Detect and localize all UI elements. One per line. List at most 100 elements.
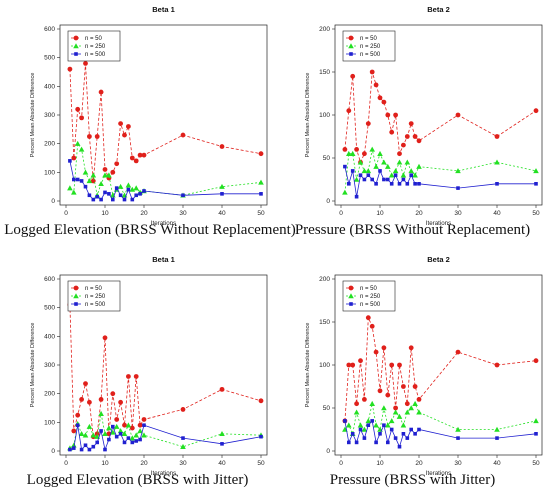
data-point-1 bbox=[98, 410, 104, 416]
data-point-0 bbox=[412, 134, 418, 139]
data-point-0 bbox=[94, 134, 100, 139]
x-tick-label: 20 bbox=[140, 210, 148, 217]
legend-marker bbox=[348, 43, 354, 49]
legend: n = 50 n = 250 n = 500 bbox=[342, 280, 396, 312]
data-point-0 bbox=[358, 358, 363, 364]
data-point-0 bbox=[385, 392, 391, 398]
data-point-2 bbox=[366, 423, 371, 427]
data-point-2 bbox=[374, 440, 378, 445]
data-point-1 bbox=[141, 432, 147, 438]
data-point-0 bbox=[369, 323, 375, 329]
y-tick-label: 50 bbox=[323, 155, 331, 162]
data-point-1 bbox=[416, 409, 422, 415]
data-point-1 bbox=[412, 172, 418, 178]
data-point-0 bbox=[365, 121, 371, 126]
data-point-0 bbox=[87, 134, 92, 139]
data-point-2 bbox=[134, 439, 138, 443]
data-point-2 bbox=[103, 190, 107, 195]
data-point-0 bbox=[125, 124, 131, 129]
data-point-0 bbox=[98, 397, 104, 402]
legend-label: n = 250 bbox=[360, 294, 381, 300]
data-point-1 bbox=[416, 163, 422, 169]
data-point-1 bbox=[102, 172, 108, 178]
data-point-1 bbox=[369, 146, 375, 152]
data-point-2 bbox=[389, 182, 394, 186]
data-point-2 bbox=[409, 427, 413, 432]
y-tick-label: 600 bbox=[44, 26, 55, 33]
y-tick-label: 150 bbox=[319, 69, 330, 76]
data-point-2 bbox=[87, 193, 92, 198]
data-point-2 bbox=[417, 182, 421, 186]
data-point-1 bbox=[353, 409, 360, 415]
data-point-2 bbox=[91, 444, 96, 449]
data-point-0 bbox=[75, 106, 81, 112]
legend-marker bbox=[348, 293, 354, 299]
data-point-0 bbox=[533, 108, 539, 114]
data-point-1 bbox=[137, 428, 143, 434]
x-tick-label: 0 bbox=[339, 460, 343, 467]
data-point-0 bbox=[350, 362, 356, 368]
y-tick-label: 50 bbox=[323, 405, 331, 412]
data-point-0 bbox=[408, 345, 414, 351]
x-tick-label: 40 bbox=[493, 210, 501, 217]
data-point-2 bbox=[343, 164, 347, 169]
data-point-1 bbox=[392, 168, 399, 174]
data-point-0 bbox=[137, 152, 143, 158]
data-point-2 bbox=[91, 197, 96, 202]
data-point-2 bbox=[343, 419, 347, 423]
y-axis-label: Percent Mean Absolute Difference bbox=[305, 73, 311, 158]
data-point-2 bbox=[354, 194, 359, 199]
data-point-0 bbox=[354, 147, 359, 152]
data-point-1 bbox=[117, 428, 124, 434]
chart-title: Beta 2 bbox=[427, 5, 450, 14]
data-point-0 bbox=[377, 388, 383, 394]
legend-marker bbox=[73, 293, 79, 299]
data-point-2 bbox=[75, 177, 80, 182]
data-point-0 bbox=[455, 349, 461, 355]
data-point-1 bbox=[86, 423, 93, 429]
data-point-0 bbox=[83, 61, 88, 66]
data-point-0 bbox=[141, 417, 147, 422]
data-point-0 bbox=[354, 401, 359, 407]
data-point-1 bbox=[533, 418, 539, 424]
legend-label: n = 500 bbox=[85, 302, 106, 308]
data-point-0 bbox=[133, 374, 139, 379]
data-point-1 bbox=[74, 140, 81, 146]
data-point-2 bbox=[79, 447, 84, 452]
data-point-0 bbox=[75, 412, 81, 418]
x-tick-label: 40 bbox=[218, 210, 226, 217]
data-point-0 bbox=[118, 399, 123, 405]
data-point-2 bbox=[350, 169, 355, 173]
y-tick-label: 100 bbox=[319, 112, 330, 119]
data-point-0 bbox=[373, 349, 379, 355]
data-point-1 bbox=[385, 163, 391, 169]
series-line-2 bbox=[69, 160, 261, 201]
data-point-1 bbox=[533, 168, 539, 174]
data-point-2 bbox=[107, 437, 111, 442]
data-point-0 bbox=[416, 138, 422, 144]
data-point-1 bbox=[357, 159, 364, 165]
data-point-1 bbox=[455, 426, 461, 432]
data-point-2 bbox=[181, 436, 185, 440]
legend-marker bbox=[349, 302, 353, 306]
data-point-2 bbox=[456, 186, 460, 190]
data-point-2 bbox=[122, 197, 127, 202]
data-point-2 bbox=[382, 177, 386, 182]
data-point-1 bbox=[385, 422, 391, 428]
legend-label: n = 250 bbox=[360, 44, 381, 50]
x-axis-label: Iterations bbox=[151, 220, 176, 227]
data-point-2 bbox=[393, 173, 398, 177]
series-line-2 bbox=[344, 166, 536, 197]
x-tick-label: 10 bbox=[101, 460, 109, 467]
data-point-0 bbox=[416, 397, 422, 402]
x-tick-label: 20 bbox=[140, 460, 148, 467]
data-point-2 bbox=[405, 182, 410, 186]
data-point-1 bbox=[219, 431, 225, 437]
data-point-0 bbox=[258, 398, 264, 404]
data-point-2 bbox=[99, 429, 103, 433]
x-tick-label: 50 bbox=[532, 460, 540, 467]
data-point-1 bbox=[78, 146, 85, 152]
legend-marker bbox=[348, 285, 354, 291]
data-point-2 bbox=[118, 193, 123, 198]
data-point-1 bbox=[361, 426, 368, 432]
